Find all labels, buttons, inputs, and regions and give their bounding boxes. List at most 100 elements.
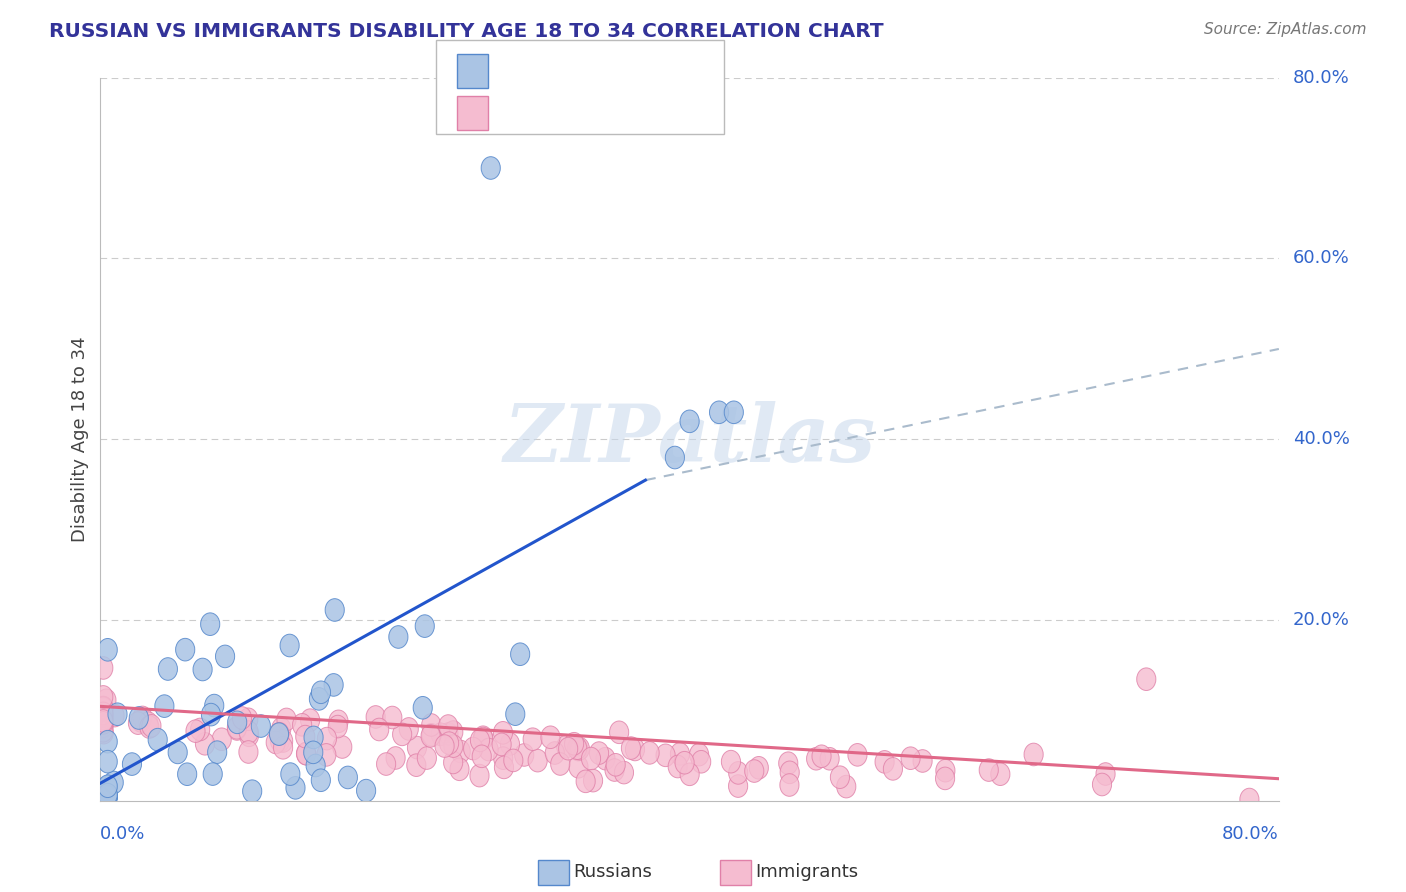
Text: 49: 49 [645,62,671,80]
Ellipse shape [94,720,112,742]
Ellipse shape [370,718,389,740]
Text: Source: ZipAtlas.com: Source: ZipAtlas.com [1204,22,1367,37]
Ellipse shape [333,736,352,758]
Ellipse shape [94,703,112,725]
Ellipse shape [129,706,149,730]
Ellipse shape [295,725,315,747]
Ellipse shape [94,715,112,739]
Ellipse shape [936,759,955,782]
Ellipse shape [494,747,513,770]
Text: RUSSIAN VS IMMIGRANTS DISABILITY AGE 18 TO 34 CORRELATION CHART: RUSSIAN VS IMMIGRANTS DISABILITY AGE 18 … [49,22,884,41]
Ellipse shape [94,686,112,708]
Ellipse shape [626,739,644,761]
Text: 60.0%: 60.0% [1294,250,1350,268]
Ellipse shape [875,750,894,773]
Ellipse shape [640,741,659,764]
Ellipse shape [418,747,436,770]
Ellipse shape [568,737,586,759]
Ellipse shape [270,723,290,745]
Ellipse shape [728,762,748,784]
Ellipse shape [134,706,152,729]
Ellipse shape [582,747,600,770]
Ellipse shape [108,703,127,725]
Ellipse shape [621,737,641,759]
Ellipse shape [464,738,482,760]
Ellipse shape [105,705,124,727]
Ellipse shape [228,711,247,733]
Ellipse shape [1240,789,1258,811]
Ellipse shape [387,747,405,769]
Ellipse shape [724,401,744,424]
Ellipse shape [297,742,315,765]
Ellipse shape [551,753,569,775]
Ellipse shape [991,763,1010,786]
Ellipse shape [399,718,419,740]
Ellipse shape [606,754,626,776]
Ellipse shape [389,625,408,648]
Ellipse shape [681,763,699,786]
Ellipse shape [472,745,491,768]
Ellipse shape [94,707,112,730]
Ellipse shape [392,723,412,746]
Ellipse shape [506,703,524,725]
Ellipse shape [377,753,395,775]
Text: 80.0%: 80.0% [1222,824,1279,843]
Ellipse shape [681,410,699,433]
Ellipse shape [307,754,325,777]
Ellipse shape [541,726,560,748]
Ellipse shape [94,697,112,720]
Ellipse shape [297,742,316,765]
Ellipse shape [432,723,450,746]
Ellipse shape [495,756,513,779]
Ellipse shape [285,777,305,799]
Ellipse shape [357,780,375,802]
Ellipse shape [1092,773,1112,796]
Ellipse shape [571,738,589,760]
Ellipse shape [901,747,920,770]
Ellipse shape [304,741,323,764]
Ellipse shape [415,615,434,638]
Ellipse shape [97,689,115,712]
Ellipse shape [309,688,329,710]
Ellipse shape [820,747,839,770]
Text: 0.548: 0.548 [538,62,596,80]
Ellipse shape [569,739,588,761]
Ellipse shape [503,749,523,772]
Ellipse shape [94,702,112,725]
Ellipse shape [439,723,458,746]
Ellipse shape [413,697,432,719]
Ellipse shape [195,732,215,756]
Ellipse shape [614,761,634,784]
Ellipse shape [710,401,728,424]
Ellipse shape [94,707,112,731]
Ellipse shape [148,729,167,751]
Ellipse shape [501,732,519,756]
Ellipse shape [779,752,797,774]
Ellipse shape [316,744,336,766]
Ellipse shape [169,741,187,764]
Ellipse shape [208,741,226,764]
Text: N =: N = [598,104,650,122]
Ellipse shape [444,735,463,757]
Ellipse shape [232,706,252,730]
Ellipse shape [610,721,628,744]
Ellipse shape [94,722,114,744]
Ellipse shape [277,708,297,731]
Ellipse shape [883,757,903,780]
Ellipse shape [749,756,768,779]
Ellipse shape [98,750,117,773]
Ellipse shape [494,722,513,744]
Ellipse shape [481,157,501,179]
Ellipse shape [831,766,849,789]
Text: -0.821: -0.821 [538,104,603,122]
Ellipse shape [474,726,492,748]
Ellipse shape [546,742,564,764]
Ellipse shape [422,723,441,747]
Ellipse shape [98,786,117,808]
Ellipse shape [94,712,112,734]
Ellipse shape [239,708,257,731]
Ellipse shape [94,696,112,719]
Ellipse shape [523,728,543,750]
Ellipse shape [311,769,330,791]
Ellipse shape [98,783,117,806]
